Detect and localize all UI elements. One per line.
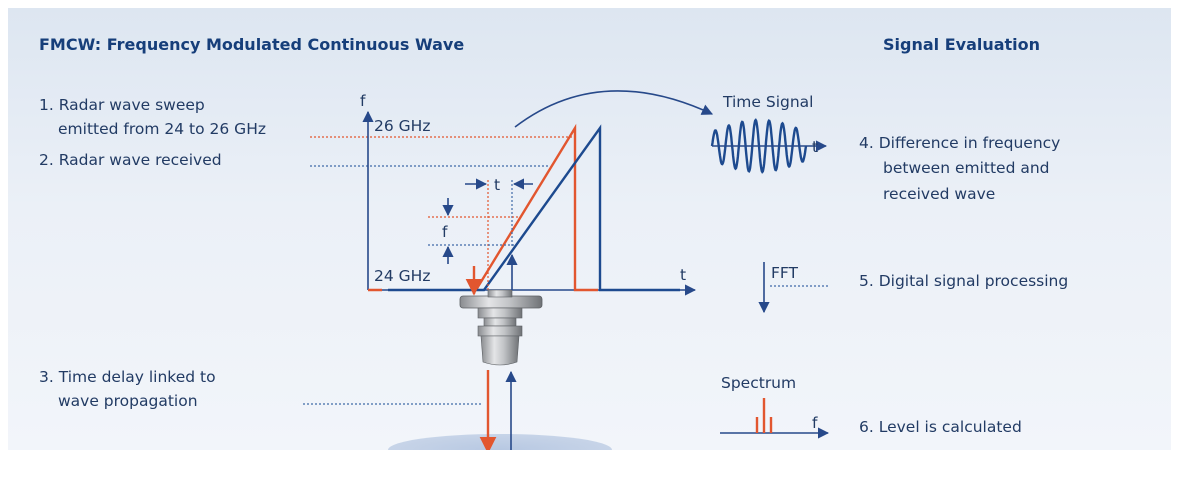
freq-high-label: 26 GHz	[374, 117, 430, 135]
step-2-label: 2. Radar wave received	[39, 151, 222, 169]
delta-t-label: t	[494, 176, 500, 194]
time-signal-axis-label: t	[812, 138, 818, 156]
frequency-axis-label: f	[360, 92, 366, 110]
evaluation-title: Signal Evaluation	[883, 35, 1040, 54]
to-time-signal-arrow	[514, 90, 714, 128]
fft-label: FFT	[771, 264, 799, 282]
emitted-sweep-line	[368, 123, 598, 292]
step-4-line2: between emitted and	[883, 159, 1050, 177]
time-axis-label: t	[680, 266, 686, 284]
step-1-line1: 1. Radar wave sweep	[39, 96, 205, 114]
step-4-line3: received wave	[883, 185, 995, 203]
step-6-label: 6. Level is calculated	[859, 418, 1022, 436]
main-title: FMCW: Frequency Modulated Continuous Wav…	[39, 35, 464, 54]
product-surface	[388, 434, 612, 450]
fmcw-diagram: FMCW: Frequency Modulated Continuous Wav…	[39, 35, 1068, 450]
step-5-label: 5. Digital signal processing	[859, 272, 1068, 290]
received-sweep-line	[388, 124, 680, 292]
step-4-line1: 4. Difference in frequency	[859, 134, 1060, 152]
step-3-line2: wave propagation	[58, 392, 198, 410]
freq-low-label: 24 GHz	[374, 267, 430, 285]
time-signal-label: Time Signal	[722, 93, 813, 111]
step-3-line1: 3. Time delay linked to	[39, 368, 216, 386]
spectrum-label: Spectrum	[721, 374, 796, 392]
spectrum-axis-label: f	[812, 414, 818, 432]
diagram-panel: FMCW: Frequency Modulated Continuous Wav…	[8, 8, 1171, 450]
delta-f-label: f	[442, 223, 448, 241]
radar-sensor-icon	[459, 289, 543, 366]
step-1-line2: emitted from 24 to 26 GHz	[58, 120, 266, 138]
